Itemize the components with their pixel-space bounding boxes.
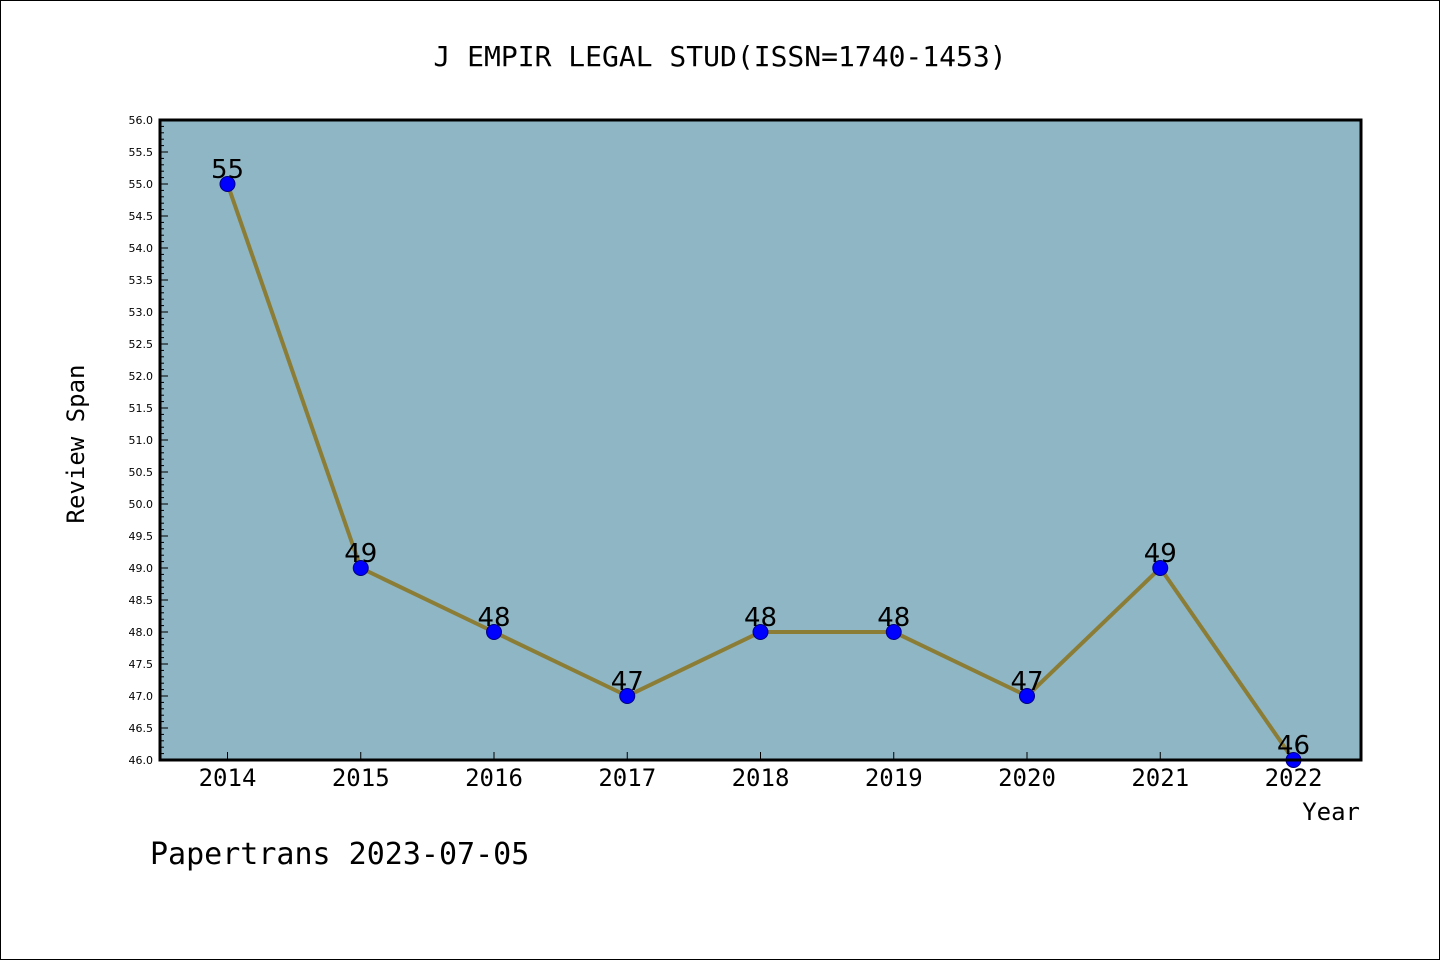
- y-tick-label: 50.0: [129, 498, 154, 511]
- data-label: 48: [744, 603, 777, 633]
- data-point: [352, 560, 369, 576]
- y-tick-label: 51.5: [129, 402, 154, 415]
- x-tick-label: 2022: [1265, 764, 1323, 792]
- y-tick-label: 54.5: [129, 210, 154, 223]
- data-label: 47: [1010, 667, 1043, 697]
- y-tick-label: 51.0: [129, 434, 154, 447]
- data-point: [752, 624, 769, 640]
- data-label: 47: [611, 667, 644, 697]
- y-tick-label: 49.0: [129, 562, 154, 575]
- y-tick-label: 50.5: [129, 466, 154, 479]
- plot-border: [158, 118, 1363, 762]
- chart-title: J EMPIR LEGAL STUD(ISSN=1740-1453): [433, 40, 1006, 73]
- data-label: 48: [477, 603, 510, 633]
- series: 55 49 48 47 48 48 47 49 46: [211, 155, 1310, 768]
- y-tick-label: 48.5: [129, 594, 154, 607]
- y-tick-label: 55.5: [129, 146, 154, 159]
- data-label: 46: [1277, 731, 1310, 761]
- y-tick-label: 53.5: [129, 274, 154, 287]
- y-tick-label: 54.0: [129, 242, 154, 255]
- y-tick-label: 46.0: [129, 754, 154, 767]
- x-tick-label: 2015: [332, 764, 390, 792]
- y-tick-label: 52.0: [129, 370, 154, 383]
- y-tick-label: 46.5: [129, 722, 154, 735]
- y-tick-label: 47.5: [129, 658, 154, 671]
- x-axis: 2014 2015 2016 2017 2018 2019 2020 2021 2022: [199, 752, 1323, 792]
- x-tick-label: 2017: [598, 764, 656, 792]
- x-tick-label: 2020: [998, 764, 1056, 792]
- data-point: [1019, 688, 1035, 704]
- x-tick-label: 2016: [465, 764, 523, 792]
- data-label: 55: [211, 155, 244, 185]
- x-tick-label: 2018: [732, 764, 790, 792]
- data-point: [219, 176, 236, 192]
- data-point: [885, 624, 902, 640]
- x-tick-label: 2019: [865, 764, 923, 792]
- footer-stamp: Papertrans 2023-07-05: [150, 837, 529, 872]
- data-point: [1152, 560, 1169, 576]
- y-tick-label: 47.0: [129, 690, 154, 703]
- y-axis-label: Review Span: [62, 365, 90, 524]
- y-tick-label: 56.0: [129, 114, 154, 127]
- y-tick-label: 53.0: [129, 306, 154, 319]
- data-label: 48: [877, 603, 910, 633]
- data-point: [619, 688, 636, 704]
- data-label: 49: [1144, 539, 1177, 569]
- y-tick-label: 48.0: [129, 626, 154, 639]
- x-axis-label: Year: [1302, 798, 1360, 826]
- x-tick-label: 2021: [1131, 764, 1189, 792]
- y-tick-label: 55.0: [129, 178, 154, 191]
- y-tick-label: 52.5: [129, 338, 154, 351]
- data-point: [486, 624, 502, 640]
- data-label: 49: [344, 539, 377, 569]
- plot-area: [160, 120, 1361, 760]
- x-tick-label: 2014: [199, 764, 257, 792]
- y-tick-label: 49.5: [129, 530, 154, 543]
